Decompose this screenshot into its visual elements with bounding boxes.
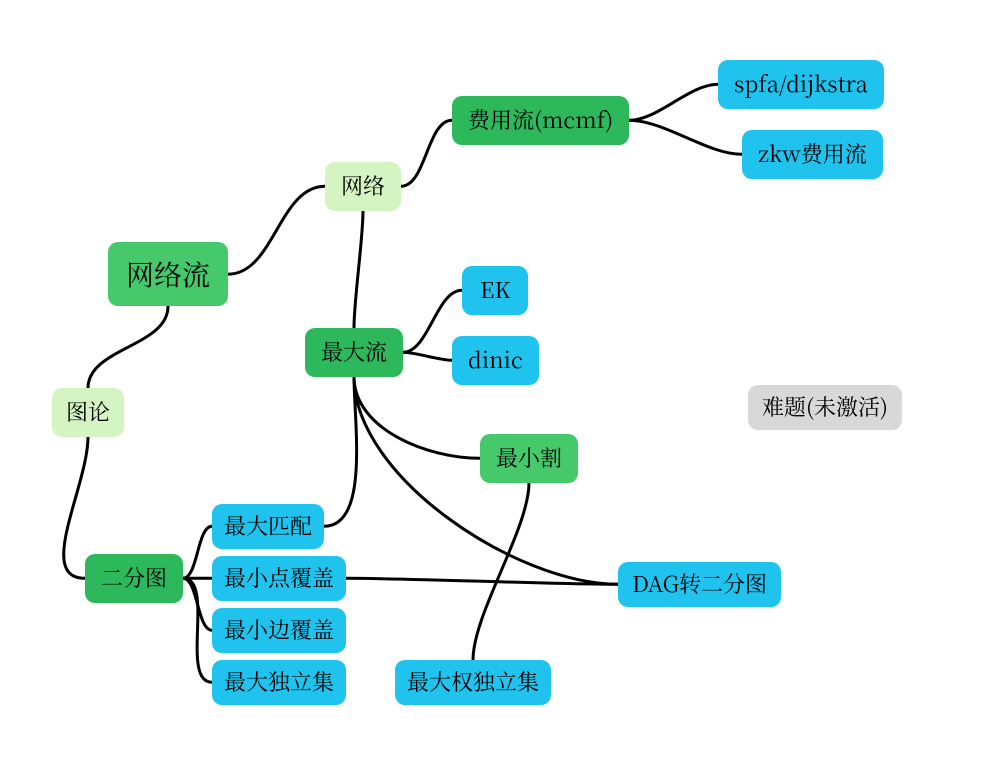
edge-max_flow-max_match [324,377,357,527]
node-label: 二分图 [101,564,167,593]
node-ek: EK [462,266,528,315]
node-label: DAG转二分图 [632,570,767,599]
node-label: 最小边覆盖 [224,616,334,645]
node-network_flow: 网络流 [108,242,228,306]
edge-graph_theory-bipartite [64,437,88,579]
node-min_cut: 最小割 [480,434,578,483]
node-spfa: spfa/dijkstra [718,60,884,109]
edge-network-mcmf [401,120,452,186]
edge-bipartite-max_match [183,526,212,578]
edge-bipartite-max_indset [183,578,212,682]
edge-mcmf-spfa [629,84,718,120]
node-label: EK [480,276,510,305]
node-max_match: 最大匹配 [212,504,324,549]
node-label: 最大流 [321,338,387,367]
node-zkw: zkw费用流 [742,130,883,179]
node-max_indset: 最大独立集 [212,660,346,705]
node-label: 难题(未激活) [762,393,888,422]
node-dag_bipartite: DAG转二分图 [618,562,781,607]
node-min_vcover: 最小点覆盖 [212,556,346,601]
edge-min_vcover-dag_bipartite [346,578,618,584]
node-label: 最大独立集 [224,668,334,697]
node-label: 最大匹配 [224,512,312,541]
node-label: dinic [468,346,523,375]
node-network: 网络 [325,162,401,211]
node-label: zkw费用流 [758,140,867,169]
node-label: 网络 [341,172,385,201]
node-max_flow: 最大流 [305,328,403,377]
node-min_ecover: 最小边覆盖 [212,608,346,653]
node-label: 最小点覆盖 [224,564,334,593]
node-graph_theory: 图论 [52,388,124,437]
node-label: spfa/dijkstra [734,70,868,99]
edge-network_flow-network [228,186,325,274]
edge-max_flow-min_cut [354,377,480,459]
node-label: 最大权独立集 [407,668,539,697]
node-label: 网络流 [126,256,210,292]
node-mcmf: 费用流(mcmf) [452,96,629,145]
edge-mcmf-zkw [629,120,742,154]
node-bipartite: 二分图 [85,554,183,603]
edge-bipartite-min_ecover [183,578,212,630]
mindmap-canvas: 图论 网络流 网络 费用流(mcmf) spfa/dijkstra zkw费用流最大流 EK… [0,0,1000,770]
edge-max_flow-dinic [403,352,452,360]
node-dinic: dinic [452,336,539,385]
edge-min_cut-max_w_indset [473,483,529,660]
node-label: 图论 [66,398,110,427]
node-hard_inactive: 难题(未激活) [748,385,902,430]
edge-graph_theory-network_flow [88,306,168,388]
node-label: 最小割 [496,444,562,473]
node-label: 费用流(mcmf) [468,106,613,135]
node-max_w_indset: 最大权独立集 [395,660,551,705]
edge-network-max_flow [354,211,363,328]
